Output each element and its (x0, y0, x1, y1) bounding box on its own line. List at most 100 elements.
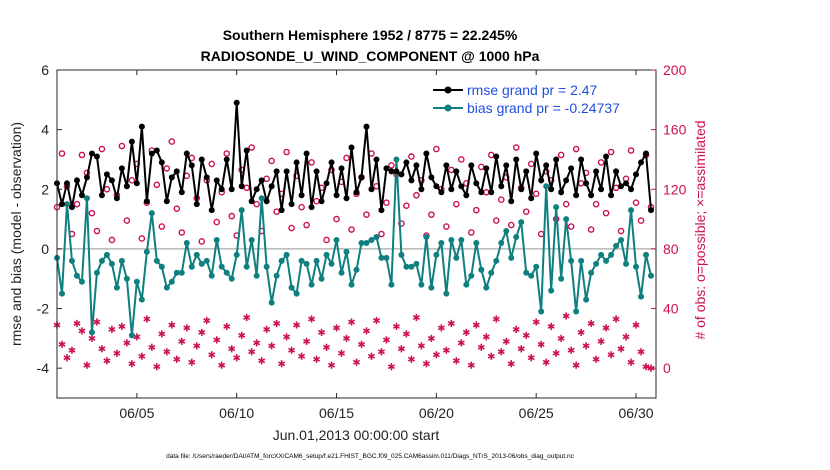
bias-point (253, 272, 260, 279)
obs-assimilated-point (308, 315, 316, 323)
bias-point (83, 195, 90, 202)
obs-possible-point (428, 211, 435, 218)
data-file-footnote: data file: /Users/raeder/DAI/ATM_forcXX/… (166, 453, 575, 460)
bias-point (148, 210, 155, 217)
bias-point (423, 233, 430, 240)
x-axis-label: Jun.01,2013 00:00:00 start (273, 427, 440, 443)
rmse-point (298, 192, 305, 199)
obs-assimilated-point (98, 345, 106, 353)
bias-point (308, 281, 315, 288)
bias-point (428, 284, 435, 291)
bias-point (528, 272, 535, 279)
rmse-point (563, 177, 570, 184)
bias-point (613, 242, 620, 249)
plot-frame (56, 69, 657, 399)
x-tick-label: 06/25 (519, 405, 554, 421)
rmse-point (438, 189, 445, 196)
obs-assimilated-point (243, 313, 251, 322)
obs-possible-point (632, 199, 640, 206)
rmse-point (518, 186, 525, 193)
bias-point (513, 233, 520, 240)
rmse-point (103, 171, 110, 178)
obs-possible-point (512, 144, 520, 151)
bias-point (373, 233, 380, 240)
obs-possible-point (527, 160, 535, 168)
obs-assimilated-point (627, 358, 635, 366)
obs-assimilated-point (367, 352, 376, 360)
obs-possible-point (403, 202, 410, 209)
rmse-point (173, 168, 180, 175)
rmse-point (448, 186, 455, 193)
obs-possible-point (348, 226, 355, 233)
bias-point (278, 257, 285, 264)
rmse-point (608, 192, 615, 199)
obs-assimilated-point (452, 357, 460, 365)
obs-assimilated-point (602, 324, 610, 332)
bias-point (558, 275, 565, 282)
bias-point (478, 266, 485, 273)
obs-possible-point (592, 200, 600, 208)
rmse-point (343, 195, 350, 202)
rmse-point (253, 186, 260, 193)
obs-assimilated-point (397, 345, 405, 353)
bias-point (163, 284, 170, 291)
rmse-point (288, 201, 295, 208)
legend-box (430, 76, 650, 116)
rmse-point (143, 198, 150, 205)
rmse-point (243, 147, 250, 154)
obs-assimilated-point (422, 360, 430, 368)
rmse-point (198, 156, 205, 163)
obs-assimilated-point (457, 339, 465, 347)
bias-point (268, 299, 275, 306)
rmse-point (643, 150, 650, 157)
obs-assimilated-point (347, 318, 356, 326)
bias-point (248, 236, 255, 243)
bias-point (453, 254, 460, 261)
rmse-point (483, 165, 490, 172)
rmse-point (108, 177, 115, 184)
y2-axis-label: # of obs: o=possible; ×=assimilated (692, 120, 708, 339)
bias-point (488, 269, 495, 276)
obs-possible-point (497, 196, 505, 204)
obs-assimilated-point (447, 319, 455, 328)
bias-point (68, 257, 75, 264)
obs-assimilated-point (622, 333, 630, 341)
rmse-point (513, 156, 520, 163)
obs-assimilated-point (273, 319, 281, 328)
bias-point (58, 290, 65, 297)
rmse-point (208, 207, 215, 214)
rmse-point (218, 186, 225, 193)
bias-point (223, 269, 230, 276)
obs-assimilated-point (103, 357, 111, 365)
obs-assimilated-point (637, 348, 645, 356)
rmse-point (73, 177, 80, 184)
bias-point (598, 251, 605, 258)
legend-rmse-marker (444, 86, 452, 94)
obs-assimilated-point (512, 325, 520, 334)
y-tick-label: 4 (41, 122, 49, 138)
bias-point (133, 278, 140, 285)
rmse-point (408, 177, 415, 184)
rmse-point (398, 171, 405, 178)
obs-assimilated-point (642, 363, 650, 371)
obs-assimilated-point (497, 348, 505, 356)
obs-possible-point (408, 153, 415, 160)
bias-point (468, 272, 475, 279)
obs-possible-point (587, 226, 595, 233)
bias-point (413, 260, 420, 267)
bias-point (158, 263, 165, 270)
bias-point (438, 239, 445, 246)
obs-possible-point (248, 144, 255, 151)
obs-possible-point (283, 148, 290, 156)
obs-assimilated-point (407, 355, 415, 363)
obs-assimilated-point (183, 324, 191, 332)
obs-assimilated-point (178, 337, 186, 345)
obs-possible-point (507, 221, 515, 229)
bias-point (108, 260, 115, 267)
obs-assimilated-point (108, 325, 116, 334)
obs-assimilated-point (233, 354, 241, 362)
rmse-point (68, 204, 75, 211)
obs-possible-point (73, 200, 81, 208)
bias-point (313, 257, 320, 264)
rmse-point (303, 150, 310, 157)
